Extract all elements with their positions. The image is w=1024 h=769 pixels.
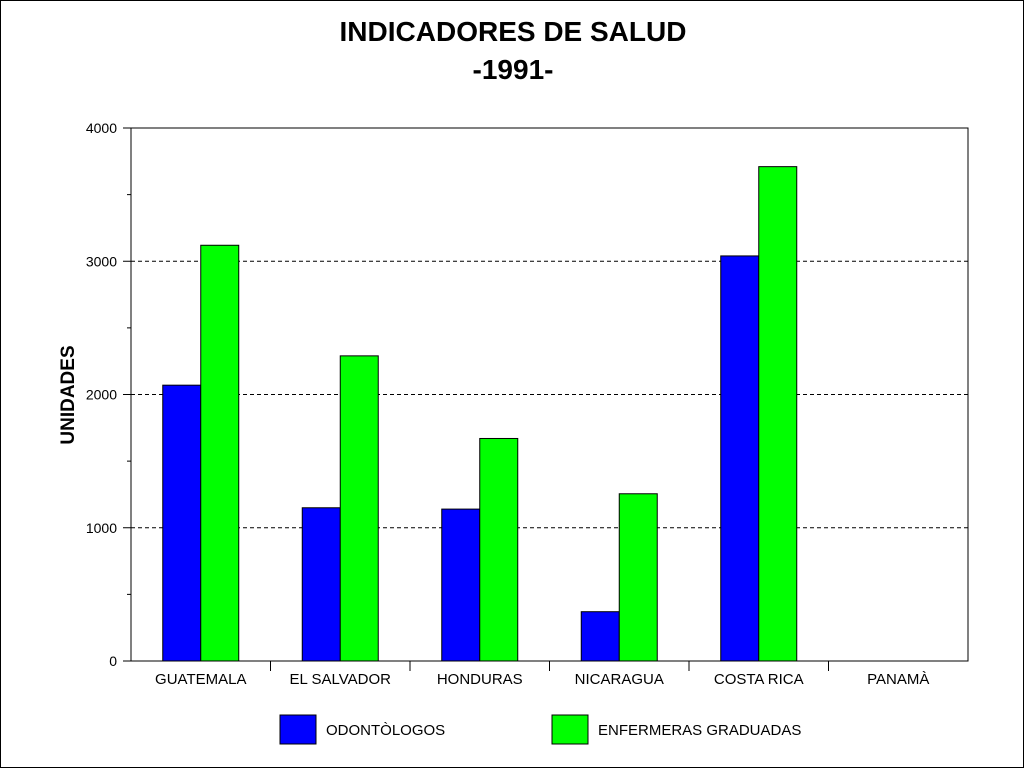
bar-odontologos-4 xyxy=(720,255,760,662)
bar-odontologos-2 xyxy=(441,508,481,662)
y-tick-label-0: 0 xyxy=(109,653,117,669)
x-category-label: NICARAGUA xyxy=(575,671,664,688)
chart-title: INDICADORES DE SALUD xyxy=(340,16,687,47)
plot-area: 0 1000 2000 3000 4000 GUATEMALA EL SALVADOR HON… xyxy=(86,120,969,688)
bar-enfermeras-1 xyxy=(339,355,379,662)
bar-enfermeras-0 xyxy=(200,244,240,662)
legend-swatch-1 xyxy=(551,714,589,745)
y-tick-label-1000: 1000 xyxy=(86,520,117,536)
x-category-label: GUATEMALA xyxy=(155,671,246,688)
x-category-label: EL SALVADOR xyxy=(290,671,392,688)
legend-swatch-0 xyxy=(279,714,317,745)
y-tick-label-4000: 4000 xyxy=(86,120,117,136)
bar-enfermeras-3 xyxy=(618,493,658,662)
bar-odontologos-1 xyxy=(301,507,341,662)
y-tick-label-2000: 2000 xyxy=(86,387,117,403)
bar-odontologos-3 xyxy=(580,611,620,662)
y-axis-label: UNIDADES xyxy=(58,345,79,444)
bar-odontologos-0 xyxy=(162,384,202,662)
plot-border xyxy=(130,127,969,662)
bar-enfermeras-4 xyxy=(758,166,798,662)
x-category-label: HONDURAS xyxy=(437,671,523,688)
bar-enfermeras-2 xyxy=(479,437,519,662)
x-category-label: COSTA RICA xyxy=(714,671,804,688)
legend: ODONTÒLOGOS ENFERMERAS GRADUADAS xyxy=(279,714,801,745)
x-category-label: PANAMÀ xyxy=(867,671,929,688)
legend-label-1: ENFERMERAS GRADUADAS xyxy=(598,722,801,739)
legend-label-0: ODONTÒLOGOS xyxy=(326,722,445,739)
chart-subtitle: -1991- xyxy=(473,54,554,85)
y-tick-label-3000: 3000 xyxy=(86,253,117,269)
